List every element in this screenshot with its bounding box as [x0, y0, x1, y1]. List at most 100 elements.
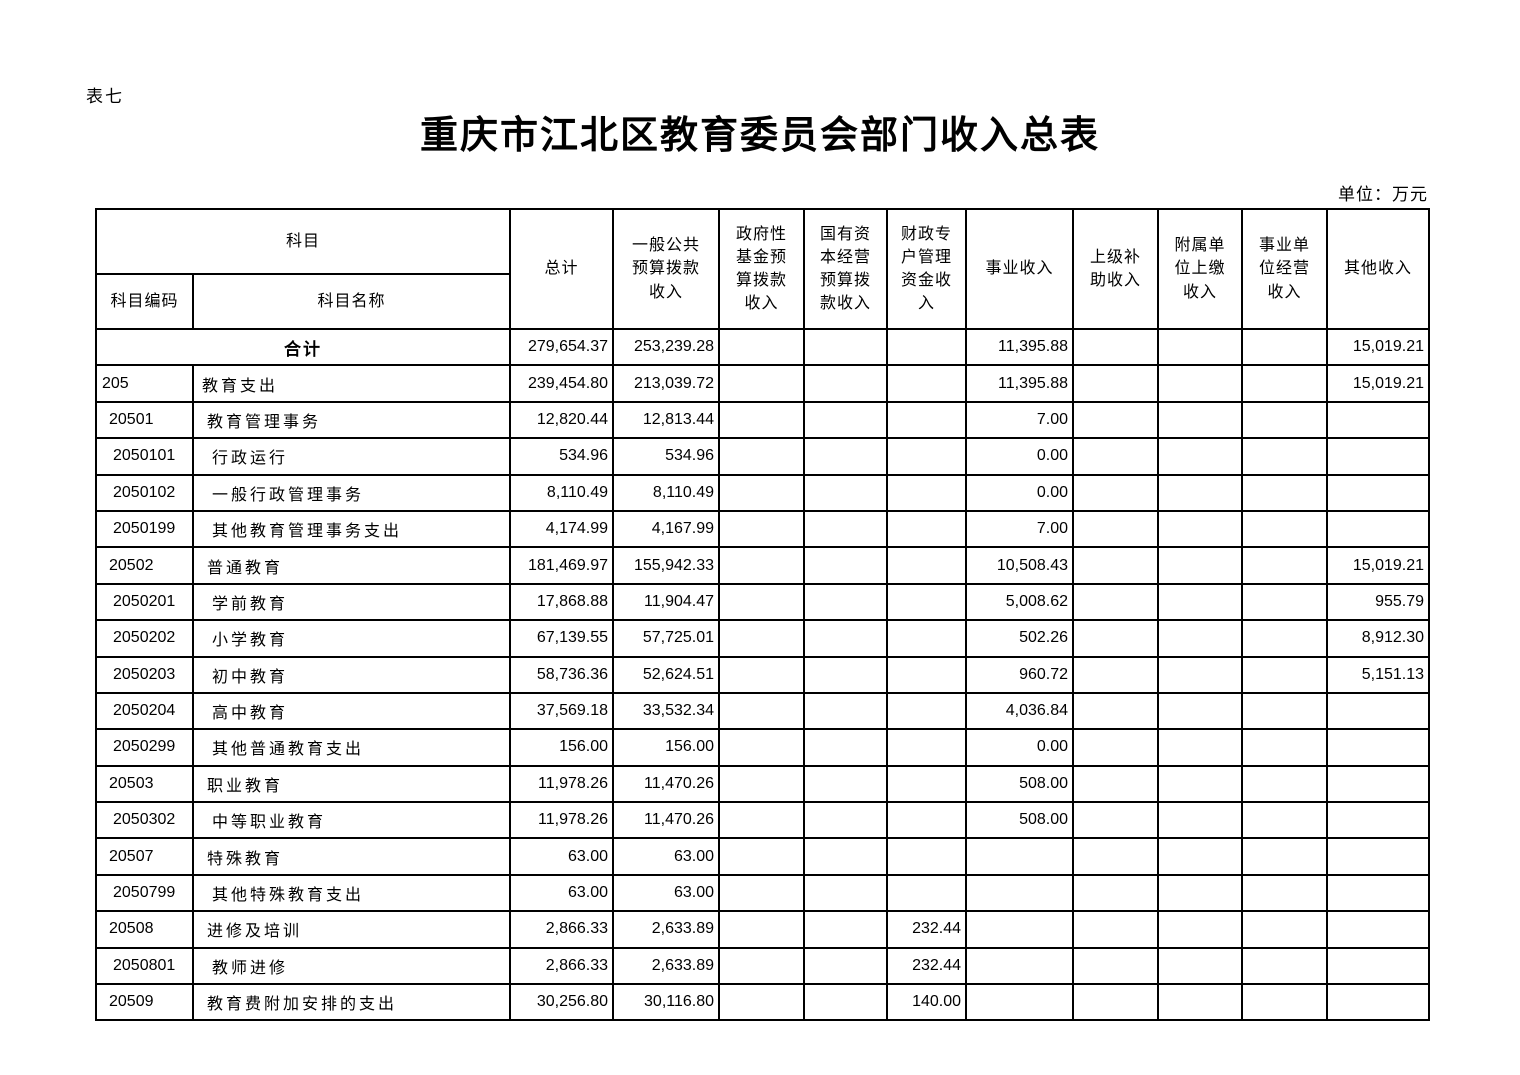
value-cell [1072, 473, 1160, 512]
value-cell [718, 691, 806, 731]
value-cell [1157, 509, 1244, 549]
subject-code-cell: 2050101 [95, 437, 194, 476]
subject-name-cell: 职业教育 [191, 764, 512, 804]
table-row: 2050801 教师进修 2,866.33 2,633.89 232.44 [95, 946, 1431, 986]
value-cell [718, 946, 806, 986]
header-subject-group: 科目 [94, 208, 512, 275]
value-cell [718, 582, 806, 622]
value-cell [1157, 910, 1244, 949]
subject-code-cell: 2050299 [95, 728, 194, 767]
value-cell [803, 327, 889, 367]
value-cell [886, 509, 968, 549]
header-govt-fund-budget-income: 政府性基金预算拨款收入 [718, 208, 806, 330]
value-cell [886, 764, 968, 804]
value-cell: 4,167.99 [612, 509, 721, 549]
subject-code-cell: 2050203 [95, 655, 194, 694]
value-cell: 8,912.30 [1326, 619, 1431, 658]
value-cell [1072, 691, 1160, 731]
value-cell [1241, 546, 1329, 585]
subject-code-cell: 2050302 [95, 801, 194, 840]
table-row: 20507 特殊教育 63.00 63.00 [95, 837, 1431, 876]
header-subject-code: 科目编码 [95, 273, 194, 330]
value-cell [803, 764, 889, 804]
value-cell: 279,654.37 [509, 327, 615, 367]
value-cell [803, 801, 889, 840]
header-affiliated-unit-remittance-income: 附属单位上缴收入 [1157, 208, 1244, 330]
value-cell [1157, 728, 1244, 767]
value-cell [1241, 910, 1329, 949]
value-cell [886, 473, 968, 512]
header-superior-subsidy-income: 上级补助收入 [1072, 208, 1160, 330]
subject-name-cell: 一般行政管理事务 [191, 473, 512, 512]
subject-code-cell: 2050799 [95, 873, 194, 913]
subject-name-cell: 中等职业教育 [191, 801, 512, 840]
value-cell: 67,139.55 [509, 619, 615, 658]
value-cell: 232.44 [886, 946, 968, 986]
subject-code-cell: 20502 [95, 546, 194, 585]
value-cell [1241, 327, 1329, 367]
value-cell [886, 619, 968, 658]
subject-name-cell: 其他普通教育支出 [191, 728, 512, 767]
table-row: 2050102 一般行政管理事务 8,110.49 8,110.49 0.00 [95, 473, 1431, 512]
value-cell [1157, 691, 1244, 731]
subject-name-cell: 小学教育 [191, 619, 512, 658]
value-cell [1326, 983, 1431, 1022]
value-cell: 534.96 [509, 437, 615, 476]
value-cell [1072, 400, 1160, 440]
value-cell: 502.26 [965, 619, 1075, 658]
value-cell: 7.00 [965, 400, 1075, 440]
value-cell [1072, 619, 1160, 658]
value-cell [1241, 509, 1329, 549]
value-cell [1157, 473, 1244, 512]
value-cell: 960.72 [965, 655, 1075, 694]
value-cell: 239,454.80 [509, 364, 615, 403]
value-cell: 11,470.26 [612, 801, 721, 840]
value-cell [1241, 691, 1329, 731]
header-fiscal-account-fund-income: 财政专户管理资金收入 [886, 208, 968, 330]
value-cell [803, 364, 889, 403]
value-cell [803, 910, 889, 949]
header-general-public-budget-income: 一般公共预算拨款收入 [612, 208, 721, 330]
table-row: 2050201 学前教育 17,868.88 11,904.47 5,008.62 955… [95, 582, 1431, 622]
value-cell [965, 983, 1075, 1022]
value-cell [1072, 582, 1160, 622]
value-cell [718, 983, 806, 1022]
table-row: 2050299 其他普通教育支出 156.00 156.00 0.00 [95, 728, 1431, 767]
value-cell [886, 582, 968, 622]
value-cell [1241, 983, 1329, 1022]
value-cell [1072, 910, 1160, 949]
value-cell: 156.00 [509, 728, 615, 767]
table-row: 2050302 中等职业教育 11,978.26 11,470.26 508.00 [95, 801, 1431, 840]
value-cell [1326, 509, 1431, 549]
value-cell: 15,019.21 [1326, 364, 1431, 403]
header-total: 总计 [509, 208, 615, 330]
value-cell [803, 582, 889, 622]
value-cell: 11,978.26 [509, 764, 615, 804]
value-cell [886, 400, 968, 440]
value-cell [886, 801, 968, 840]
value-cell [1157, 873, 1244, 913]
value-cell [886, 655, 968, 694]
value-cell: 57,725.01 [612, 619, 721, 658]
value-cell [965, 837, 1075, 876]
value-cell [1326, 437, 1431, 476]
table-number-label: 表七 [86, 87, 124, 106]
value-cell [886, 837, 968, 876]
value-cell: 213,039.72 [612, 364, 721, 403]
subject-name-cell: 其他特殊教育支出 [191, 873, 512, 913]
subject-name-cell: 教育管理事务 [191, 400, 512, 440]
subject-name-cell: 进修及培训 [191, 910, 512, 949]
table-header: 科目 总计 一般公共预算拨款收入 政府性基金预算拨款收入 国有资本经营预算拨款收… [94, 208, 1431, 330]
subject-name-cell: 教育支出 [191, 364, 512, 403]
subject-code-cell: 2050801 [95, 946, 194, 986]
value-cell [1157, 801, 1244, 840]
table-row: 20502 普通教育 181,469.97 155,942.33 10,508.43 15… [95, 546, 1431, 585]
value-cell [1072, 437, 1160, 476]
header-subject-name: 科目名称 [191, 273, 512, 330]
value-cell: 10,508.43 [965, 546, 1075, 585]
value-cell [803, 691, 889, 731]
value-cell [1241, 946, 1329, 986]
subject-name-cell: 学前教育 [191, 582, 512, 622]
value-cell [886, 691, 968, 731]
value-cell [1326, 400, 1431, 440]
